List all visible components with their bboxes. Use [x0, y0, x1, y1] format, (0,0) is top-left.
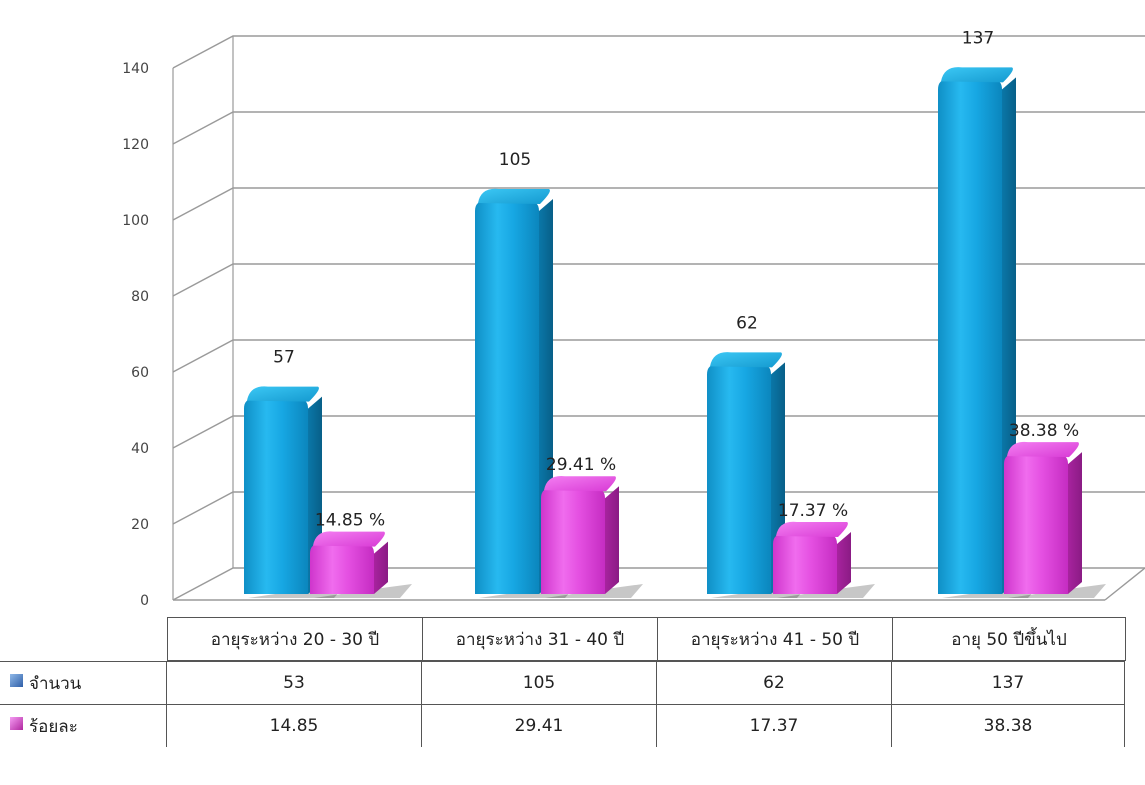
gridline: [172, 187, 1145, 221]
legend-swatch-blue-icon: [10, 673, 23, 687]
y-tick-label: 140: [122, 61, 149, 77]
table-cell: 137: [891, 661, 1125, 705]
table-row-label: จำนวน: [0, 661, 167, 705]
table-cell: 17.37: [656, 704, 892, 747]
table-cell: 62: [656, 661, 892, 705]
data-label-count: 57: [273, 348, 295, 368]
gridline: [172, 263, 1145, 297]
bar-count-0: [244, 386, 346, 598]
y-tick-label: 120: [122, 137, 149, 153]
data-table-body: จำนวน 53 105 62 137 ร้อยละ 14.85 29.41 1…: [0, 661, 1125, 747]
data-label-percent: 17.37 %: [778, 501, 848, 521]
gridline: [172, 111, 1145, 145]
table-cell: 53: [166, 661, 422, 705]
table-header-cell: อายุ 50 ปีขึ้นไป: [892, 617, 1126, 661]
bar-percent-0: [310, 531, 412, 598]
data-label-percent: 38.38 %: [1009, 421, 1079, 441]
gridline: [172, 491, 1145, 525]
table-cell: 29.41: [421, 704, 657, 747]
table-cell: 14.85: [166, 704, 422, 747]
data-label-count: 62: [736, 313, 758, 333]
table-row: จำนวน 53 105 62 137: [0, 661, 1125, 705]
data-table: อายุระหว่าง 20 - 30 ปี อายุระหว่าง 31 - …: [167, 617, 1126, 661]
table-row: ร้อยละ 14.85 29.41 17.37 38.38: [0, 704, 1125, 747]
table-header-cell: อายุระหว่าง 20 - 30 ปี: [167, 617, 423, 661]
table-row-label-text: ร้อยละ: [29, 716, 78, 737]
gridline: [172, 339, 1145, 373]
y-tick-label: 100: [122, 213, 149, 229]
y-tick-label: 80: [131, 289, 149, 305]
legend-swatch-pink-icon: [10, 716, 23, 730]
table-cell: 105: [421, 661, 657, 705]
bar-percent-2: [773, 521, 875, 598]
y-tick-label: 60: [131, 365, 149, 381]
data-label-percent: 29.41 %: [546, 455, 616, 475]
y-tick-label: 40: [131, 441, 149, 457]
data-label-percent: 14.85 %: [315, 511, 385, 531]
gridline: [172, 415, 1145, 449]
table-header-cell: อายุระหว่าง 41 - 50 ปี: [657, 617, 893, 661]
table-row-label: ร้อยละ: [0, 704, 167, 747]
table-header-row: อายุระหว่าง 20 - 30 ปี อายุระหว่าง 31 - …: [167, 617, 1126, 661]
table-cell: 38.38: [891, 704, 1125, 747]
bar-percent-1: [541, 476, 643, 598]
table-header-cell: อายุระหว่าง 31 - 40 ปี: [422, 617, 658, 661]
gridline: [172, 35, 1145, 69]
data-label-count: 105: [499, 150, 531, 170]
bar-percent-3: [1004, 441, 1106, 598]
y-tick-label: 0: [140, 593, 149, 609]
table-row-label-text: จำนวน: [29, 673, 82, 694]
bar-chart: 0 20 40 60 80 100 120 140 57 105 62 137 14.85 % 29.4…: [122, 28, 1145, 609]
y-tick-label: 20: [131, 517, 149, 533]
data-label-count: 137: [962, 28, 994, 48]
